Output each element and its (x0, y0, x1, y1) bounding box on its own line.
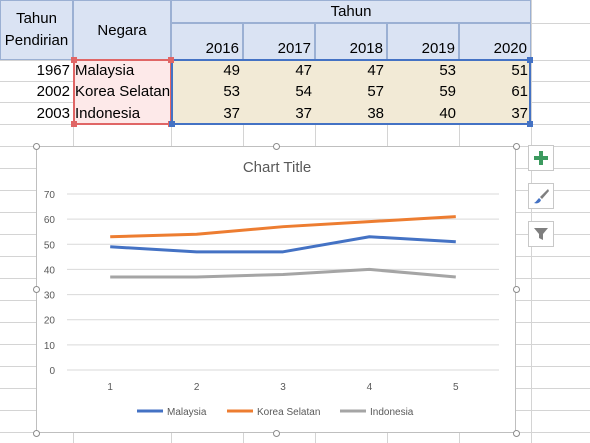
y-tick-label: 50 (44, 240, 56, 251)
legend-entry[interactable]: Malaysia (167, 407, 207, 418)
founded-cell[interactable]: 2003 (0, 102, 73, 124)
chart-resize-handle[interactable] (272, 429, 280, 437)
chart-resize-handle[interactable] (512, 142, 520, 150)
chart-resize-handle[interactable] (272, 142, 280, 150)
series-line-korea-selatan[interactable] (110, 215, 456, 239)
y-tick-label: 20 (44, 316, 56, 327)
country-cell[interactable]: Korea Selatan (73, 81, 171, 102)
value-cell-text: 61 (511, 83, 528, 100)
value-cell-text: 37 (511, 104, 528, 122)
y-tick-label: 60 (44, 215, 56, 226)
line-chart[interactable]: Chart Title 0 10 20 30 40 50 60 70 1 2 3 4 5 Malaysia K… (36, 146, 516, 433)
value-cell[interactable]: 53 (171, 81, 243, 102)
x-tick-label: 4 (367, 382, 373, 393)
header-year-cell[interactable]: 2018 (315, 23, 387, 60)
value-cell-text: 53 (223, 83, 240, 100)
y-tick-label: 40 (44, 265, 56, 276)
founded-cell-text: 1967 (36, 62, 70, 79)
chart-resize-handle[interactable] (32, 286, 40, 293)
series-line-malaysia[interactable] (110, 235, 456, 254)
value-cell-text: 49 (223, 62, 240, 79)
y-tick-label: 0 (49, 366, 55, 377)
founded-cell-text: 2003 (36, 104, 70, 122)
series-line-indonesia[interactable] (110, 267, 456, 279)
x-tick-label: 1 (107, 382, 113, 393)
value-cell[interactable]: 47 (315, 60, 387, 81)
header-year-cell[interactable]: 2016 (171, 23, 243, 60)
value-cell[interactable]: 37 (171, 102, 243, 124)
header-country-cell-text: Negara (97, 21, 147, 39)
value-cell-text: 59 (439, 83, 456, 100)
chart-title[interactable]: Chart Title (243, 159, 311, 176)
paintbrush-icon (534, 189, 549, 204)
header-year-cell-text: 2020 (493, 40, 527, 57)
header-year-cell-text: 2018 (349, 40, 383, 57)
chart-styles-button[interactable] (528, 183, 554, 209)
funnel-icon (534, 228, 548, 240)
header-year-cell[interactable]: 2019 (387, 23, 459, 60)
value-cell[interactable]: 49 (171, 60, 243, 81)
header-founded-cell-text: Tahun Pendirian (4, 10, 69, 49)
value-cell[interactable]: 61 (459, 81, 531, 102)
chart-resize-handle[interactable] (512, 286, 520, 293)
x-tick-label: 2 (194, 382, 200, 393)
y-tick-label: 70 (44, 190, 56, 201)
founded-cell[interactable]: 1967 (0, 60, 73, 81)
country-cell[interactable]: Indonesia (73, 102, 171, 124)
value-cell-text: 57 (367, 83, 384, 100)
value-cell[interactable]: 53 (387, 60, 459, 81)
header-year-cell[interactable]: 2017 (243, 23, 315, 60)
country-cell[interactable]: Malaysia (73, 60, 171, 81)
chart-resize-handle[interactable] (32, 429, 40, 437)
founded-cell-text: 2002 (36, 83, 70, 100)
value-cell-text: 53 (439, 62, 456, 79)
value-cell[interactable]: 57 (315, 81, 387, 102)
value-cell[interactable]: 54 (243, 81, 315, 102)
legend-entry[interactable]: Korea Selatan (257, 407, 320, 418)
x-tick-label: 3 (280, 382, 286, 393)
value-cell-text: 40 (439, 104, 456, 122)
value-cell[interactable]: 47 (243, 60, 315, 81)
x-tick-label: 5 (453, 382, 459, 393)
country-cell-text: Indonesia (75, 104, 141, 122)
value-cell-text: 54 (295, 83, 312, 100)
header-year-cell[interactable]: 2020 (459, 23, 531, 60)
value-cell-text: 37 (295, 104, 312, 122)
chart-canvas: Chart Title 0 10 20 30 40 50 60 70 1 2 3 4 5 Malaysia K… (44, 159, 499, 418)
value-cell[interactable]: 38 (315, 102, 387, 124)
value-cell[interactable]: 40 (387, 102, 459, 124)
y-tick-label: 10 (44, 341, 56, 352)
header-years-group-cell-text: Tahun (330, 3, 372, 20)
plus-icon (534, 151, 548, 165)
value-cell-text: 47 (367, 62, 384, 79)
chart-resize-handle[interactable] (32, 142, 40, 150)
legend-entry[interactable]: Indonesia (370, 407, 414, 418)
value-cell[interactable]: 37 (243, 102, 315, 124)
value-cell-text: 51 (511, 62, 528, 79)
header-founded-cell[interactable]: Tahun Pendirian (0, 0, 73, 60)
chart-filters-button[interactable] (528, 221, 554, 247)
header-year-cell-text: 2016 (205, 40, 239, 57)
chart-elements-button[interactable] (528, 145, 554, 171)
chart-resize-handle[interactable] (512, 429, 520, 437)
value-cell[interactable]: 37 (459, 102, 531, 124)
value-cell-text: 38 (367, 104, 384, 122)
country-cell-text: Korea Selatan (75, 83, 171, 100)
value-cell-text: 47 (295, 62, 312, 79)
value-cell[interactable]: 59 (387, 81, 459, 102)
value-cell-text: 37 (223, 104, 240, 122)
header-country-cell[interactable]: Negara (73, 0, 171, 60)
header-year-cell-text: 2017 (277, 40, 311, 57)
founded-cell[interactable]: 2002 (0, 81, 73, 102)
value-cell[interactable]: 51 (459, 60, 531, 81)
header-year-cell-text: 2019 (421, 40, 455, 57)
country-cell-text: Malaysia (75, 62, 135, 79)
header-years-group-cell[interactable]: Tahun (171, 0, 531, 23)
y-tick-label: 30 (44, 291, 56, 302)
